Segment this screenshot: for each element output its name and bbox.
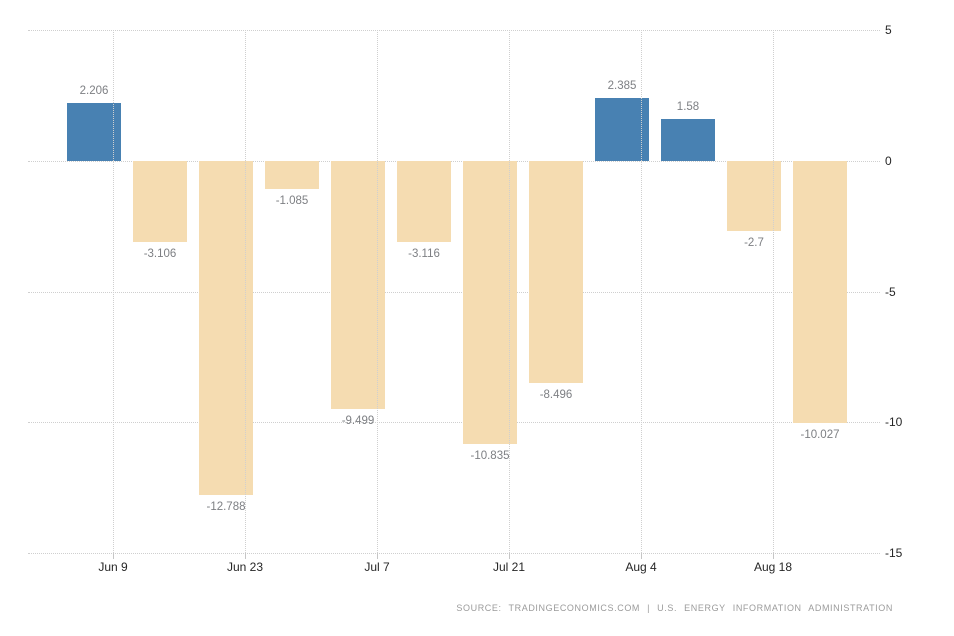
- bar-value-label: -10.027: [800, 428, 840, 441]
- x-axis-tick-label: Jun 9: [98, 560, 128, 574]
- bar: [727, 160, 781, 232]
- x-axis-tick-label: Jul 21: [492, 560, 526, 574]
- bar-value-label: 2.206: [79, 85, 109, 98]
- bar: [67, 103, 121, 161]
- x-gridline: [641, 30, 642, 553]
- bar-value-label: -10.835: [470, 450, 510, 463]
- bar: [331, 160, 385, 410]
- x-axis-tick-label: Aug 18: [753, 560, 793, 574]
- x-axis-tick-mark: [113, 553, 114, 559]
- bar: [463, 160, 517, 445]
- y-axis-tick-label: -10: [885, 415, 903, 430]
- bar: [199, 160, 253, 496]
- bar-value-label: -12.788: [206, 501, 246, 514]
- y-gridline: [28, 30, 880, 31]
- y-axis-tick-label: 0: [885, 153, 892, 168]
- y-gridline: [28, 160, 880, 162]
- y-axis-tick-label: -15: [885, 546, 903, 560]
- x-axis-tick-mark: [641, 553, 642, 559]
- y-gridline: [28, 422, 880, 424]
- bar-value-label: -3.106: [143, 247, 177, 260]
- x-gridline: [377, 30, 378, 553]
- x-axis-tick-label: Jun 23: [226, 560, 264, 574]
- bar-value-label: 2.385: [607, 80, 637, 93]
- x-axis-tick-label: Aug 4: [625, 560, 657, 574]
- bar: [133, 160, 187, 242]
- bar: [661, 119, 715, 161]
- bar: [793, 160, 847, 423]
- x-gridline: [245, 30, 246, 553]
- y-axis-tick-label: 5: [885, 23, 892, 37]
- bar: [265, 160, 319, 190]
- x-gridline: [113, 30, 114, 553]
- bar: [529, 160, 583, 383]
- bar-value-label: -8.496: [539, 388, 573, 401]
- x-axis-tick-label: Jul 7: [364, 560, 390, 574]
- bar-value-label: -1.085: [275, 195, 309, 208]
- bar-value-label: -2.7: [744, 237, 764, 250]
- x-axis-tick-mark: [245, 553, 246, 559]
- x-gridline: [773, 30, 774, 553]
- bar: [595, 98, 649, 161]
- x-axis-tick-mark: [377, 553, 378, 559]
- bar: [397, 160, 451, 243]
- x-gridline: [509, 30, 510, 553]
- x-axis-tick-mark: [773, 553, 774, 559]
- source-attribution: SOURCE: TRADINGECONOMICS.COM | U.S. ENER…: [456, 603, 893, 613]
- y-gridline: [28, 553, 880, 554]
- y-gridline: [28, 291, 880, 293]
- bar-value-label: -9.499: [341, 415, 375, 428]
- bar-value-label: 1.58: [676, 101, 700, 114]
- x-axis-tick-mark: [509, 553, 510, 559]
- bar-value-label: -3.116: [408, 248, 440, 261]
- y-axis-tick-label: -5: [885, 284, 896, 299]
